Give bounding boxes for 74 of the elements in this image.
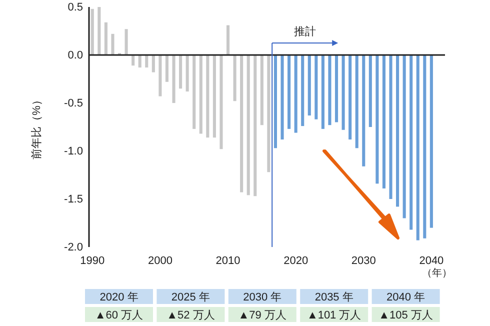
text: ▲52 万人 (166, 310, 215, 322)
bar (186, 55, 189, 92)
bar (90, 8, 94, 55)
x-tick-label: 2040 (419, 254, 444, 267)
bar (152, 55, 155, 72)
bar (267, 55, 270, 172)
bar (124, 29, 128, 55)
bar (111, 34, 114, 55)
y-tick-label: -0.5 (64, 98, 83, 110)
bar (104, 22, 108, 55)
bar (138, 55, 142, 68)
bar (226, 25, 230, 55)
bar (179, 55, 182, 89)
text: ▲101 万人 (306, 310, 362, 322)
bar (328, 55, 332, 126)
bar (416, 55, 420, 240)
y-tick-label: -2.0 (64, 242, 83, 254)
text: ▲79 万人 (238, 310, 286, 322)
x-tick-label: 2010 (216, 254, 240, 267)
x-axis-title: （年） (422, 267, 452, 279)
bar (206, 55, 210, 138)
bar (342, 55, 345, 130)
text: 2025 年 (171, 292, 210, 304)
x-tick-label: 1990 (80, 254, 105, 267)
x-tick-label: 2000 (148, 254, 172, 267)
bar (280, 55, 284, 140)
bar (212, 55, 216, 138)
bar (355, 55, 358, 148)
text: 2035 年 (314, 292, 354, 304)
bar (145, 55, 148, 68)
bar (423, 55, 426, 238)
bar (314, 55, 318, 120)
y-tick-label: 0.5 (68, 2, 83, 14)
y-axis-title: 前年比（%） (30, 94, 43, 160)
bar (254, 55, 257, 196)
bar (220, 55, 223, 150)
bar (165, 55, 169, 82)
bar (240, 55, 244, 192)
x-tick-label: 2020 (284, 254, 308, 267)
y-tick-label: -1.5 (64, 194, 83, 206)
bar (192, 55, 196, 129)
x-tick-label: 2030 (351, 254, 376, 267)
text: ▲105 万人 (378, 310, 433, 322)
text: ▲60 万人 (94, 310, 144, 322)
bar (402, 55, 406, 218)
bar (430, 55, 433, 228)
bar (382, 55, 386, 188)
bar (233, 55, 236, 102)
y-tick-label: 0.0 (68, 50, 83, 62)
y-tick-label: -1.0 (64, 146, 83, 158)
bar (294, 55, 298, 133)
text: 2040 年 (386, 292, 426, 304)
bar (348, 55, 352, 140)
bar (172, 55, 176, 103)
bar (410, 55, 413, 230)
bar (368, 55, 372, 127)
bar (274, 55, 277, 148)
bar (199, 55, 202, 134)
bar (288, 55, 291, 129)
bar (321, 55, 324, 129)
bar (308, 55, 311, 116)
bar (260, 55, 264, 126)
text: 2030 年 (243, 292, 282, 304)
bar (158, 55, 162, 96)
bar (334, 55, 338, 122)
bar (98, 7, 101, 55)
bar (362, 55, 366, 166)
ref-line-label: 推計 (294, 25, 316, 38)
text: 2020 年 (100, 292, 138, 304)
bar (389, 55, 392, 199)
bar (246, 55, 250, 196)
bar (376, 55, 379, 184)
bar (301, 55, 304, 126)
bar (396, 55, 400, 207)
